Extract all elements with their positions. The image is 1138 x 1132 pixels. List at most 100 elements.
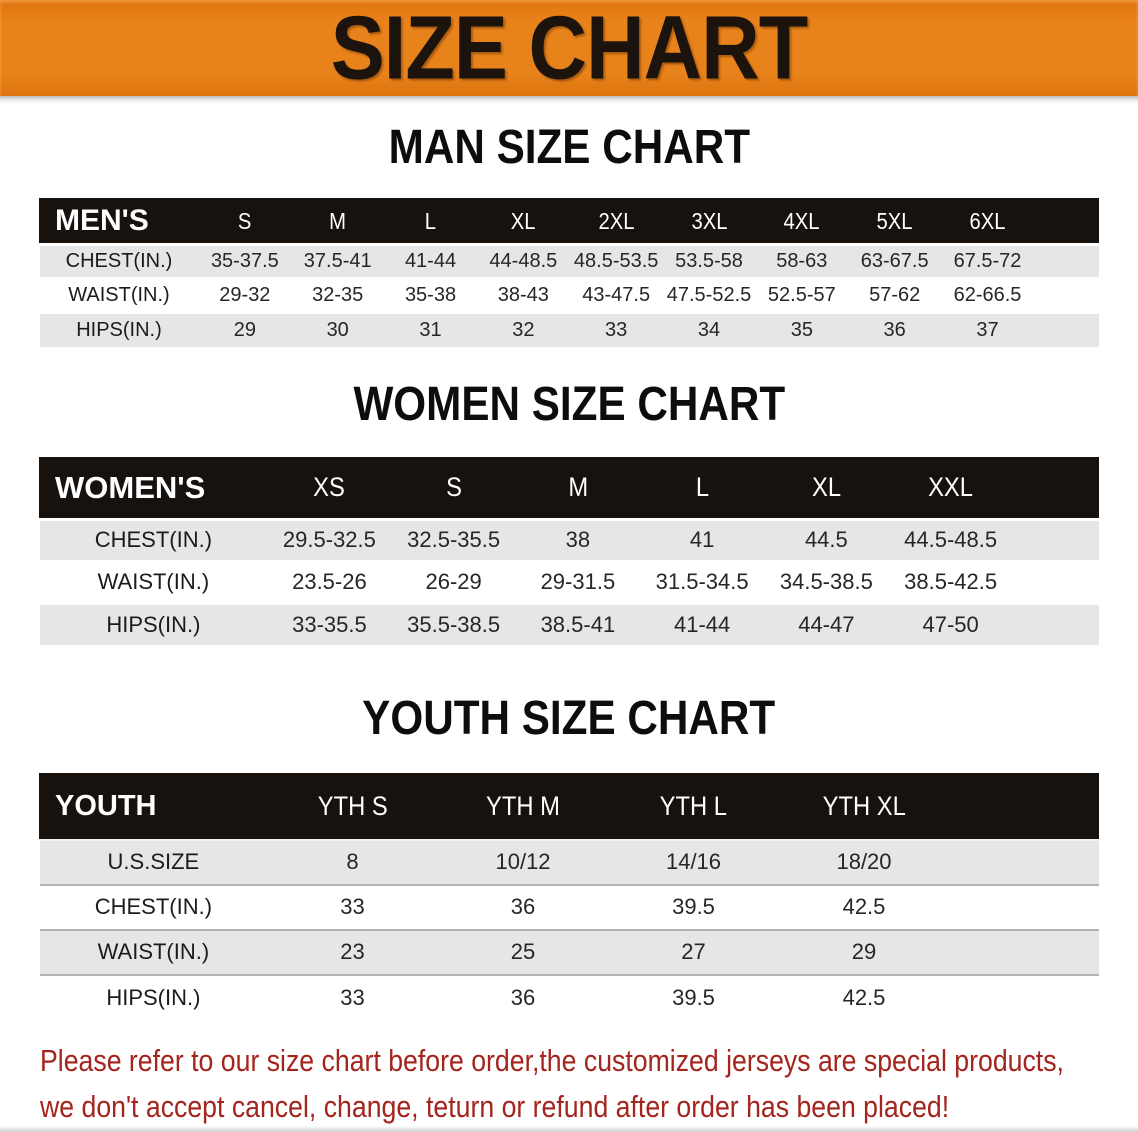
row-spacer bbox=[1033, 243, 1099, 279]
size-value-cell: 32.5-35.5 bbox=[391, 517, 516, 561]
size-value-cell: 34.5-38.5 bbox=[764, 559, 889, 603]
size-value-cell: 52.5-57 bbox=[755, 277, 849, 313]
size-value-cell: 38-43 bbox=[476, 277, 570, 313]
column-header: XXL bbox=[887, 456, 1014, 520]
column-header: S bbox=[197, 198, 292, 245]
column-header: YTH S bbox=[266, 773, 439, 840]
header-spacer bbox=[948, 773, 1100, 840]
table-row: CHEST(IN.) 33 36 39.5 42.5 bbox=[39, 883, 1099, 930]
size-value-cell: 39.5 bbox=[608, 973, 779, 1020]
size-value-cell: 29 bbox=[198, 311, 292, 347]
size-value-cell: 29 bbox=[778, 928, 950, 975]
row-spacer bbox=[1012, 559, 1099, 603]
table-row: U.S.SIZE 8 10/12 14/16 18/20 bbox=[39, 838, 1099, 885]
row-spacer bbox=[1033, 311, 1099, 347]
table-row: CHEST(IN.) 29.5-32.5 32.5-35.5 38 41 44.5 44.5… bbox=[39, 517, 1099, 561]
size-value-cell: 43-47.5 bbox=[569, 277, 663, 313]
size-value-cell: 33 bbox=[267, 973, 438, 1020]
size-value-cell: 8 bbox=[267, 838, 438, 885]
size-value-cell: 30 bbox=[291, 311, 385, 347]
size-value-cell: 31.5-34.5 bbox=[640, 559, 765, 603]
column-header: YTH L bbox=[607, 773, 780, 840]
table-row: CHEST(IN.) 35-37.5 37.5-41 41-44 44-48.5 48.5… bbox=[39, 243, 1099, 279]
size-value-cell: 34 bbox=[662, 311, 756, 347]
row-label: HIPS(IN.) bbox=[39, 973, 268, 1020]
size-value-cell: 29.5-32.5 bbox=[267, 517, 392, 561]
size-value-cell: 35-37.5 bbox=[198, 243, 292, 279]
header-spacer bbox=[1033, 198, 1099, 245]
youth-section-heading: YOUTH SIZE CHART bbox=[0, 695, 1138, 743]
column-header: XL bbox=[763, 456, 889, 520]
size-value-cell: 36 bbox=[437, 973, 609, 1020]
table-corner-label: MEN'S bbox=[39, 198, 199, 245]
column-header: XL bbox=[476, 198, 571, 245]
column-header: XS bbox=[266, 456, 393, 520]
column-header: S bbox=[391, 456, 517, 520]
size-value-cell: 44-47 bbox=[764, 601, 889, 645]
disclaimer-line-1: Please refer to our size chart before or… bbox=[40, 1042, 1064, 1078]
row-label: HIPS(IN.) bbox=[39, 601, 268, 645]
bottom-edge-strip bbox=[0, 1126, 1138, 1132]
row-spacer bbox=[949, 838, 1099, 885]
youth-section-heading-text: YOUTH SIZE CHART bbox=[362, 692, 776, 745]
size-chart-banner: SIZE CHART bbox=[0, 0, 1138, 98]
row-label: WAIST(IN.) bbox=[39, 928, 268, 975]
size-value-cell: 39.5 bbox=[608, 883, 779, 930]
size-value-cell: 33 bbox=[267, 883, 438, 930]
table-row: WAIST(IN.) 23 25 27 29 bbox=[39, 928, 1099, 975]
row-label: CHEST(IN.) bbox=[39, 517, 268, 561]
row-spacer bbox=[1012, 601, 1099, 645]
size-value-cell: 32-35 bbox=[291, 277, 385, 313]
column-header: M bbox=[515, 456, 641, 520]
size-value-cell: 48.5-53.5 bbox=[569, 243, 663, 279]
column-header: 4XL bbox=[754, 198, 849, 245]
row-spacer bbox=[1033, 277, 1099, 313]
women-section-heading-text: WOMEN SIZE CHART bbox=[353, 377, 785, 431]
column-header: 6XL bbox=[940, 198, 1035, 245]
table-header-row: MEN'S S M L XL 2XL 3XL 4XL 5XL 6XL bbox=[39, 198, 1099, 245]
row-label: U.S.SIZE bbox=[39, 838, 268, 885]
youth-size-chart-section: YOUTH SIZE CHART YOUTH YTH S YTH M YTH L YTH… bbox=[0, 695, 1138, 1020]
men-size-table: MEN'S S M L XL 2XL 3XL 4XL 5XL 6XL CHEST(IN.) 35-37… bbox=[39, 198, 1099, 347]
row-label: WAIST(IN.) bbox=[39, 277, 199, 313]
size-value-cell: 32 bbox=[476, 311, 570, 347]
size-value-cell: 36 bbox=[437, 883, 609, 930]
table-row: HIPS(IN.) 33-35.5 35.5-38.5 38.5-41 41-44 44-… bbox=[39, 601, 1099, 645]
women-section-heading: WOMEN SIZE CHART bbox=[0, 377, 1138, 431]
women-size-table: WOMEN'S XS S M L XL XXL CHEST(IN.) 29.5-32.5 32.5… bbox=[39, 456, 1099, 645]
size-value-cell: 38.5-41 bbox=[515, 601, 640, 645]
table-row: WAIST(IN.) 29-32 32-35 35-38 38-43 43-47.5 47.… bbox=[39, 277, 1099, 313]
column-header: 2XL bbox=[569, 198, 664, 245]
size-value-cell: 38 bbox=[515, 517, 640, 561]
column-header: YTH M bbox=[437, 773, 609, 840]
column-header: 3XL bbox=[662, 198, 756, 245]
table-row: HIPS(IN.) 29 30 31 32 33 34 35 36 37 bbox=[39, 311, 1099, 347]
size-value-cell: 26-29 bbox=[391, 559, 516, 603]
size-value-cell: 33-35.5 bbox=[267, 601, 392, 645]
size-value-cell: 41 bbox=[640, 517, 765, 561]
size-value-cell: 44.5 bbox=[764, 517, 889, 561]
size-value-cell: 10/12 bbox=[437, 838, 609, 885]
size-value-cell: 41-44 bbox=[640, 601, 765, 645]
size-value-cell: 67.5-72 bbox=[941, 243, 1034, 279]
table-header-row: YOUTH YTH S YTH M YTH L YTH XL bbox=[39, 773, 1100, 840]
column-header: YTH XL bbox=[778, 773, 950, 840]
column-header: L bbox=[639, 456, 765, 520]
size-value-cell: 57-62 bbox=[848, 277, 942, 313]
size-value-cell: 42.5 bbox=[778, 973, 950, 1020]
size-value-cell: 33 bbox=[569, 311, 663, 347]
man-section-heading: MAN SIZE CHART bbox=[0, 124, 1138, 172]
row-spacer bbox=[949, 973, 1099, 1020]
banner-shadow-divider bbox=[0, 96, 1138, 104]
size-value-cell: 47-50 bbox=[888, 601, 1013, 645]
youth-size-table: YOUTH YTH S YTH M YTH L YTH XL U.S.SIZE 8 10/12… bbox=[39, 773, 1100, 1020]
row-spacer bbox=[949, 928, 1099, 975]
size-value-cell: 35 bbox=[755, 311, 849, 347]
size-value-cell: 27 bbox=[608, 928, 779, 975]
women-size-chart-section: WOMEN SIZE CHART WOMEN'S XS S M L XL XXL CHEST(… bbox=[0, 377, 1138, 645]
size-value-cell: 38.5-42.5 bbox=[888, 559, 1013, 603]
table-header-row: WOMEN'S XS S M L XL XXL bbox=[39, 456, 1099, 520]
table-row: WAIST(IN.) 23.5-26 26-29 29-31.5 31.5-34.5 34… bbox=[39, 559, 1099, 603]
row-spacer bbox=[1012, 517, 1099, 561]
size-value-cell: 37.5-41 bbox=[291, 243, 385, 279]
